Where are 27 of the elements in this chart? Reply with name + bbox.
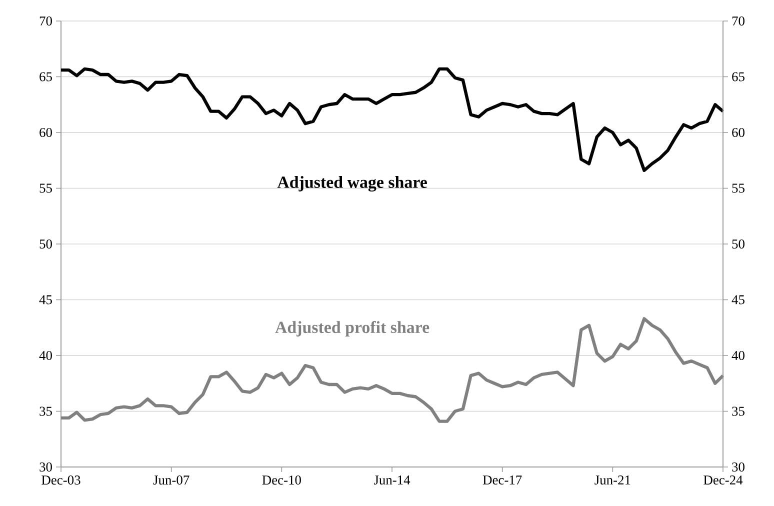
y2-tick-label: 40 (732, 350, 744, 360)
y-tick-label: 65 (40, 72, 52, 82)
y2-tick-label: 35 (732, 406, 744, 416)
x-tick-label: Jun-21 (594, 476, 630, 485)
x-tick-label: Dec-24 (704, 476, 743, 485)
y2-tick-label: 55 (732, 184, 744, 193)
y2-tick-label: 60 (732, 128, 744, 138)
y-tick-label: 45 (39, 295, 52, 304)
x-tick-label: Jun-14 (374, 476, 410, 485)
y-tick-label: 50 (40, 239, 52, 249)
y-tick-label: 40 (39, 350, 52, 360)
y-tick-label: 35 (40, 406, 52, 416)
x-tick-label: Dec-17 (482, 476, 522, 485)
y2-tick-label: 50 (732, 239, 744, 249)
y2-tick-label: 70 (732, 16, 744, 26)
y-tick-label: 55 (40, 184, 52, 193)
y-tick-label: 60 (40, 128, 52, 138)
y2-tick-label: 30 (732, 462, 744, 472)
x-tick-label: Dec-03 (42, 476, 80, 485)
x-tick-label: Jun-07 (153, 476, 190, 485)
y-tick-label: 70 (40, 16, 52, 26)
y2-tick-label: 45 (732, 295, 744, 304)
y2-tick-label: 65 (732, 72, 744, 82)
y-tick-label: 30 (40, 462, 52, 472)
x-tick-label: Dec-10 (262, 476, 301, 485)
text: Adjusted wage share (277, 176, 427, 192)
text: Adjusted profit share (275, 320, 430, 337)
